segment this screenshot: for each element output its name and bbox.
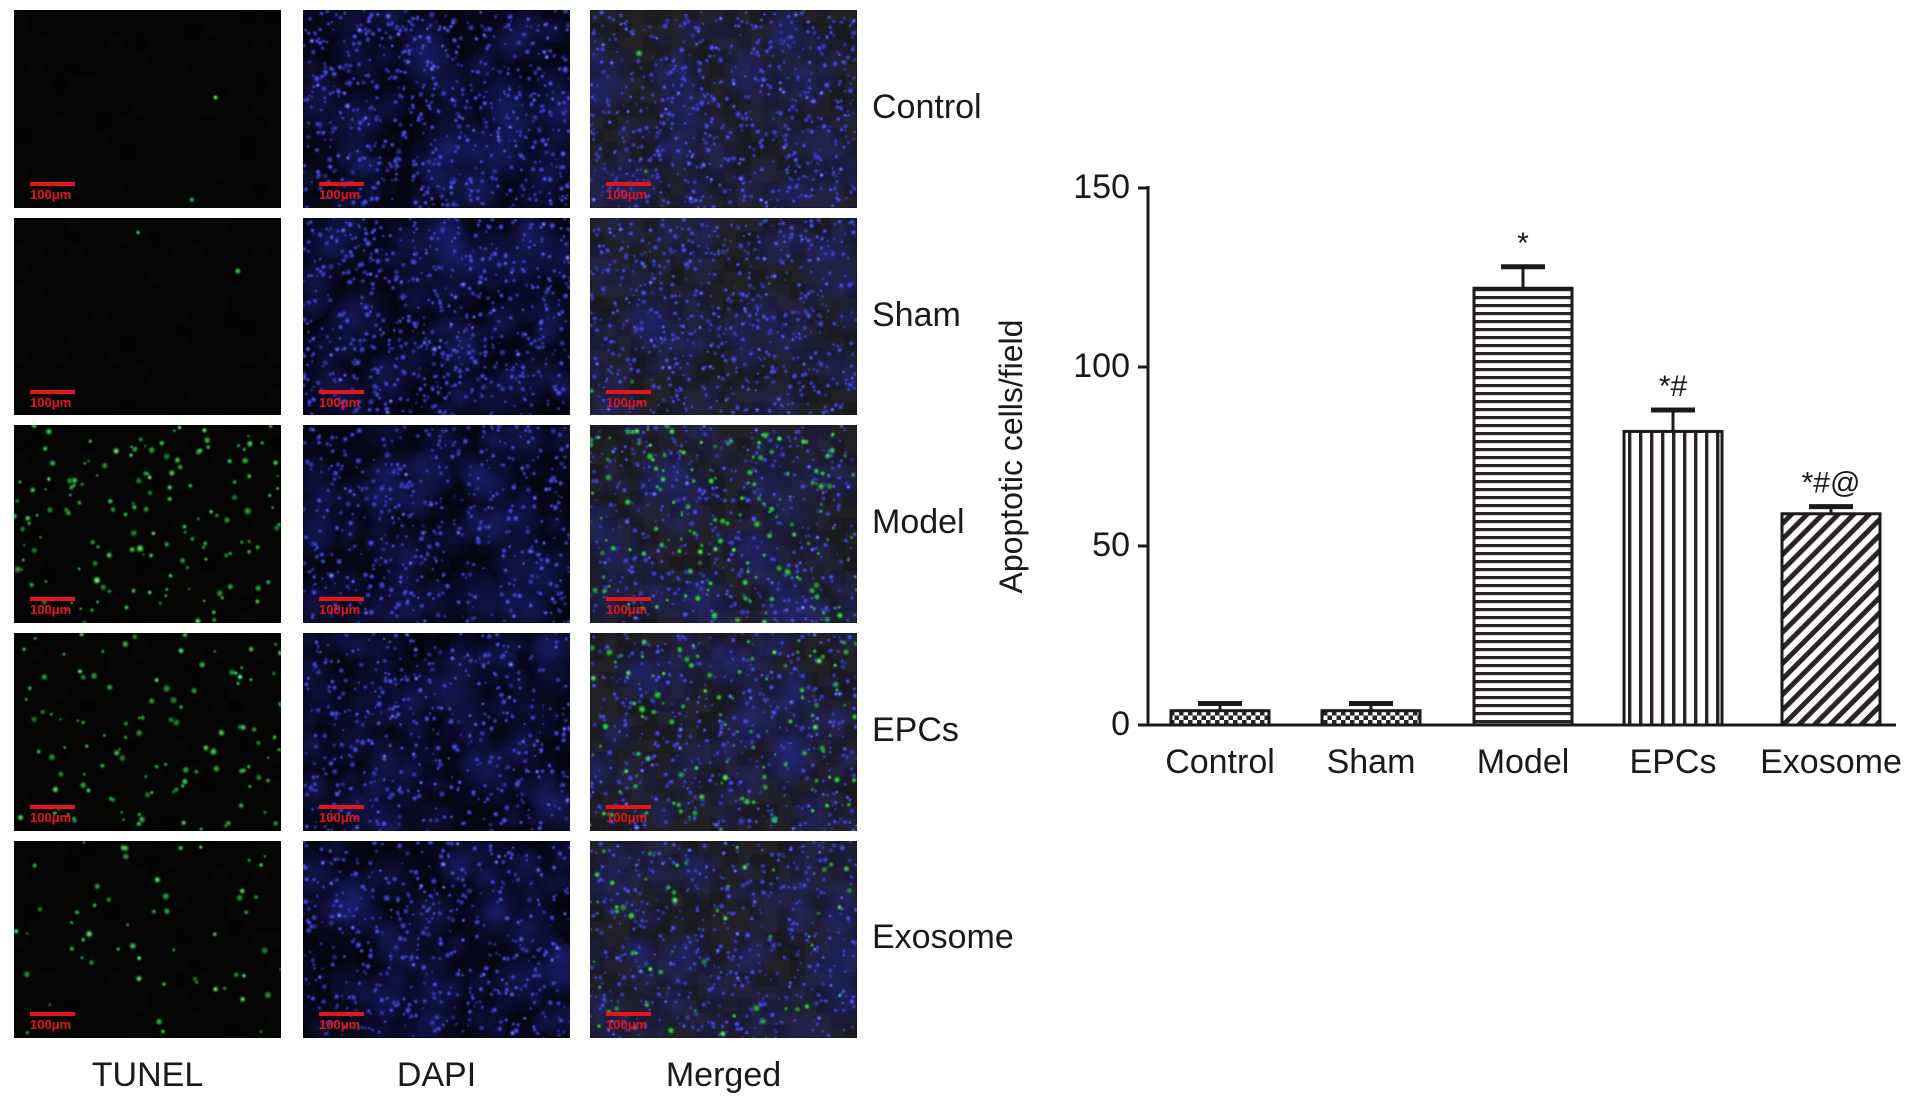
svg-text:150: 150 bbox=[1073, 168, 1130, 206]
svg-text:0: 0 bbox=[1111, 705, 1130, 743]
svg-text:Model: Model bbox=[1477, 743, 1570, 781]
svg-text:*: * bbox=[1517, 227, 1529, 260]
svg-text:EPCs: EPCs bbox=[1630, 743, 1717, 781]
svg-text:Sham: Sham bbox=[1327, 743, 1416, 781]
svg-text:*#@: *#@ bbox=[1802, 467, 1861, 500]
svg-text:Exosome: Exosome bbox=[1760, 743, 1902, 781]
svg-text:100: 100 bbox=[1073, 347, 1130, 385]
svg-text:*#: *# bbox=[1659, 370, 1688, 403]
svg-text:Control: Control bbox=[1165, 743, 1275, 781]
svg-text:50: 50 bbox=[1092, 526, 1130, 564]
svg-text:Apoptotic cells/field: Apoptotic cells/field bbox=[993, 320, 1029, 594]
